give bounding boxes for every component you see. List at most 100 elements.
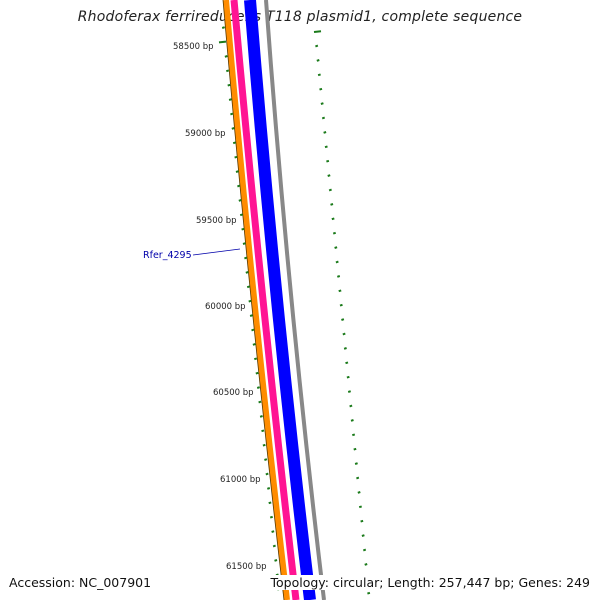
- outer-dash: [335, 260, 339, 264]
- inner-dash: [241, 227, 245, 231]
- inner-dash: [231, 127, 235, 130]
- inner-dash: [271, 530, 275, 533]
- gene-leader-line: [192, 248, 241, 256]
- outer-dash: [313, 30, 322, 33]
- outer-dash: [343, 347, 347, 350]
- inner-dash: [238, 199, 242, 202]
- gene-annotation[interactable]: Rfer_4295: [143, 248, 241, 261]
- outer-dash: [315, 44, 319, 48]
- outer-dash: [364, 563, 368, 566]
- inner-dash: [232, 141, 237, 145]
- tick-label: 59500 bp: [196, 216, 237, 226]
- outer-dash: [345, 361, 349, 365]
- tick-label: 58500 bp: [173, 42, 214, 52]
- inner-dash: [237, 184, 241, 188]
- gene-label-rfer-4295[interactable]: Rfer_4295: [143, 250, 192, 261]
- inner-dash: [256, 386, 261, 389]
- outer-dash: [346, 375, 350, 379]
- inner-dash: [268, 501, 272, 505]
- inner-dash: [266, 487, 271, 490]
- inner-dash: [242, 242, 246, 245]
- inner-dash: [249, 314, 253, 317]
- outer-dash: [362, 548, 367, 552]
- tick-label: 61500 bp: [226, 562, 267, 572]
- tick-label: 61000 bp: [220, 475, 261, 485]
- blue-ring: [244, 0, 316, 600]
- outer-dash: [319, 87, 323, 91]
- outer-dash: [351, 433, 356, 437]
- tick-label: 59000 bp: [185, 129, 226, 139]
- outer-dash: [316, 59, 320, 62]
- inner-dash: [274, 559, 278, 562]
- inner-dash: [259, 415, 263, 418]
- outer-dash: [338, 289, 342, 293]
- inner-dash: [230, 112, 234, 116]
- feature-rings: [222, 0, 326, 600]
- ruler-ticks: 58500 bp 59000 bp 59500 bp 60000 bp 6050…: [173, 42, 267, 572]
- outer-dash: [327, 174, 331, 177]
- outer-dash: [361, 534, 365, 537]
- outer-feature-dashes: [313, 30, 371, 595]
- inner-dash: [228, 98, 232, 101]
- outer-dash: [341, 318, 345, 321]
- outer-dash: [330, 203, 334, 206]
- tick-label: 60500 bp: [213, 388, 254, 398]
- orange-ring: [223, 0, 290, 600]
- inner-dash: [252, 343, 256, 346]
- inner-dash: [227, 83, 231, 87]
- outer-dash: [354, 462, 358, 465]
- pink-ring: [230, 0, 300, 600]
- outer-dash: [358, 505, 363, 509]
- outer-dash: [357, 491, 361, 494]
- inner-dash: [244, 256, 248, 260]
- outer-dash: [342, 332, 346, 336]
- outer-dash: [367, 591, 371, 595]
- tick-label: 60000 bp: [205, 302, 246, 312]
- inner-dash: [225, 69, 230, 73]
- inner-dash: [265, 472, 269, 476]
- inner-dash: [272, 544, 276, 548]
- inner-dash: [221, 26, 226, 29]
- outer-dash: [349, 404, 353, 408]
- outer-dash: [339, 303, 343, 307]
- map-title: Rhodoferax ferrireducens T118 plasmid1, …: [77, 9, 523, 25]
- outer-dash: [331, 217, 335, 221]
- outer-dash: [324, 145, 328, 149]
- outer-dash: [356, 476, 360, 480]
- outer-dash: [328, 188, 332, 192]
- outer-dash: [353, 447, 357, 451]
- outer-dash: [320, 102, 324, 105]
- inner-dash: [224, 55, 228, 58]
- outer-dash: [332, 231, 337, 235]
- inner-dash: [235, 170, 239, 173]
- inner-dash: [258, 400, 262, 404]
- accession-label: Accession: NC_007901: [9, 575, 152, 590]
- outer-dash: [321, 116, 326, 120]
- inner-dash: [234, 155, 238, 159]
- outer-dash: [350, 419, 354, 422]
- inner-dash: [269, 515, 274, 519]
- inner-dash: [255, 371, 259, 375]
- inner-dash: [246, 285, 251, 289]
- outer-dash: [317, 73, 321, 77]
- inner-dash: [245, 271, 249, 274]
- inner-dash: [218, 40, 227, 44]
- outer-dash: [360, 519, 364, 523]
- inner-dash: [251, 328, 255, 332]
- outer-dash: [323, 131, 327, 134]
- gray-ring: [264, 0, 326, 600]
- inner-dash: [261, 429, 265, 433]
- outer-dash: [334, 246, 338, 249]
- inner-dash: [239, 213, 244, 217]
- inner-feature-dashes: [218, 26, 281, 591]
- inner-dash: [264, 458, 268, 461]
- outer-dash: [336, 275, 341, 278]
- sequence-summary: Topology: circular; Length: 257,447 bp; …: [270, 575, 590, 590]
- outer-dash: [347, 390, 352, 393]
- inner-dash: [248, 299, 252, 303]
- orange-ring-edge: [222, 0, 285, 600]
- outer-dash: [326, 159, 330, 163]
- inner-dash: [262, 443, 266, 447]
